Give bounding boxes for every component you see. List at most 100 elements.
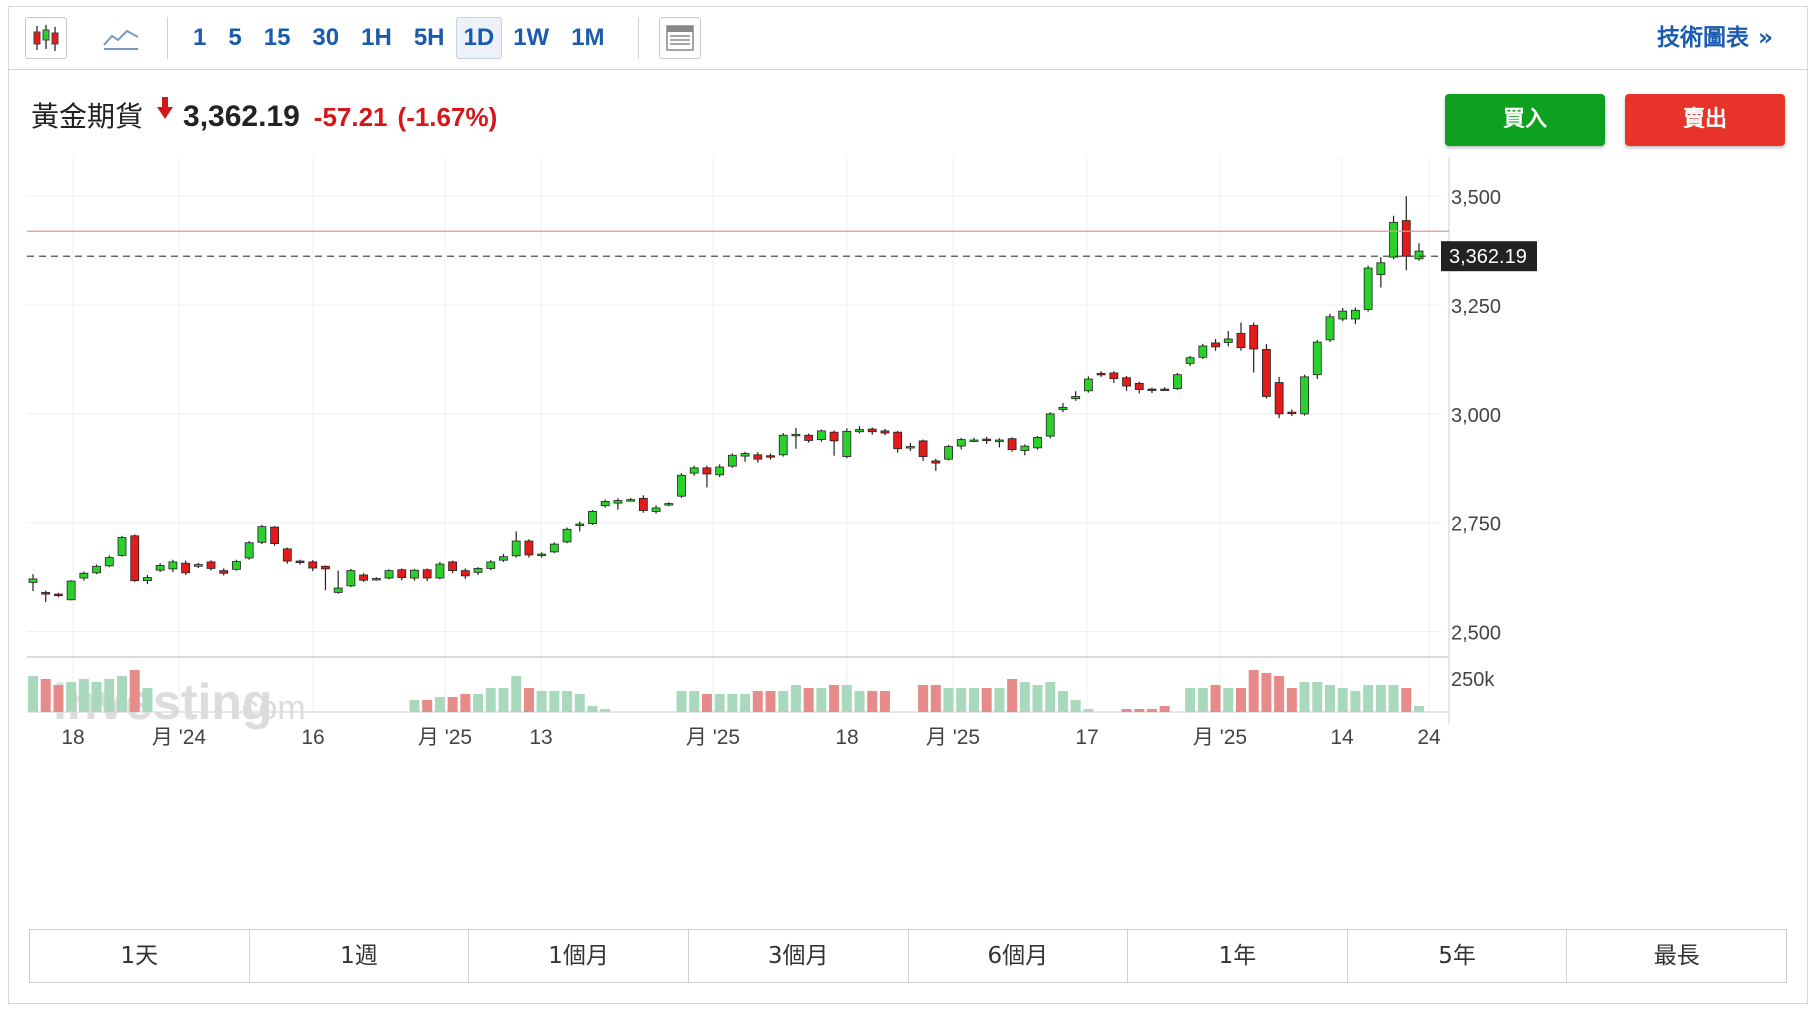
candle-body bbox=[1312, 341, 1322, 376]
candle-body bbox=[1083, 378, 1093, 392]
candle-body bbox=[715, 466, 725, 476]
volume-bar bbox=[587, 706, 598, 712]
range-6m[interactable]: 6個月 bbox=[909, 930, 1129, 982]
candle-body bbox=[41, 591, 51, 595]
candle-body bbox=[944, 446, 953, 460]
range-3m[interactable]: 3個月 bbox=[689, 930, 909, 982]
volume-bar bbox=[78, 679, 89, 712]
watermark-brand: investing bbox=[53, 674, 272, 730]
candle-body bbox=[1300, 376, 1309, 415]
volume-bar bbox=[600, 709, 611, 712]
candle-body bbox=[905, 446, 915, 449]
volume-bar bbox=[765, 691, 776, 712]
x-tick-label: 17 bbox=[1075, 726, 1098, 749]
interval-5[interactable]: 5 bbox=[228, 24, 242, 51]
volume-bar bbox=[930, 685, 941, 712]
x-tick-label: 18 bbox=[61, 726, 84, 749]
candle-body bbox=[1338, 310, 1348, 320]
sell-button[interactable]: 賣出 bbox=[1625, 94, 1785, 146]
technical-chart-link[interactable]: 技術圖表 bbox=[1657, 25, 1749, 51]
volume-bar bbox=[829, 685, 840, 712]
candle-body bbox=[1223, 338, 1233, 343]
volume-bar bbox=[994, 688, 1005, 712]
volume-bar bbox=[1286, 688, 1297, 712]
range-max[interactable]: 最長 bbox=[1653, 943, 1700, 969]
interval-5h[interactable]: 5H bbox=[413, 24, 445, 51]
candle-body bbox=[638, 497, 648, 511]
volume-bar bbox=[1070, 700, 1081, 712]
volume-bar bbox=[1032, 685, 1043, 712]
candle-body bbox=[575, 523, 585, 526]
candle-body bbox=[232, 561, 241, 570]
volume-bar bbox=[1274, 676, 1285, 712]
interval-1h[interactable]: 1H bbox=[361, 24, 392, 51]
volume-bar bbox=[53, 685, 64, 712]
volume-bar bbox=[28, 676, 38, 712]
time-axis: 18 月 '24 16 月 '25 13 月 '25 18 月 '25 17 月 '25 14 24 bbox=[61, 726, 1441, 749]
range-5y[interactable]: 5年 bbox=[1348, 930, 1568, 982]
candle-body bbox=[384, 570, 394, 579]
range-1m[interactable]: 1個月 bbox=[469, 930, 689, 982]
volume-bar bbox=[956, 688, 967, 712]
candle-body bbox=[778, 434, 788, 456]
y-tick-label: 2,500 bbox=[1451, 623, 1501, 645]
candle-body bbox=[1058, 406, 1068, 410]
volume-bar bbox=[91, 682, 102, 712]
price-change: -57.21 bbox=[313, 102, 388, 132]
range-1w[interactable]: 1週 bbox=[250, 930, 470, 982]
candle-body bbox=[1287, 411, 1297, 415]
candle-body bbox=[66, 580, 76, 601]
volume-bar bbox=[1197, 688, 1208, 712]
volume-bar bbox=[1414, 706, 1424, 712]
line-chart-icon[interactable] bbox=[101, 18, 141, 58]
candle-body bbox=[664, 503, 674, 506]
volume-bar bbox=[129, 670, 140, 712]
volume-bar bbox=[918, 685, 929, 712]
volume-bar bbox=[1210, 685, 1221, 712]
interval-30[interactable]: 30 bbox=[312, 24, 340, 51]
x-tick-label: 14 bbox=[1330, 726, 1354, 749]
candlestick-icon[interactable] bbox=[25, 17, 67, 59]
range-1y[interactable]: 1年 bbox=[1128, 930, 1348, 982]
candle-body bbox=[117, 537, 127, 556]
interval-1w[interactable]: 1W bbox=[513, 24, 550, 51]
interval-1[interactable]: 1 bbox=[193, 24, 207, 51]
candle-body bbox=[1122, 377, 1131, 387]
price-chart[interactable]: investing .com 3,500 3,250 3,000 2,750 2,500… bbox=[9, 157, 1809, 877]
volume-bar bbox=[714, 694, 725, 712]
interval-15[interactable]: 15 bbox=[263, 24, 291, 51]
candle-body bbox=[829, 431, 839, 442]
candle-body bbox=[181, 562, 190, 574]
volume-bar bbox=[1083, 709, 1094, 712]
volume-bar bbox=[460, 694, 471, 712]
volume-bar bbox=[790, 685, 801, 712]
candle-body bbox=[410, 569, 419, 579]
interval-1m[interactable]: 1M bbox=[571, 24, 605, 51]
volume-bar bbox=[523, 688, 534, 712]
chevron-right-icon[interactable]: » bbox=[1758, 25, 1773, 51]
x-tick-label: 13 bbox=[529, 726, 552, 749]
layout-icon[interactable] bbox=[658, 17, 701, 59]
interval-1d[interactable]: 1D bbox=[455, 17, 503, 59]
volume-bar bbox=[1363, 685, 1374, 712]
candle-body bbox=[79, 572, 89, 579]
candle-body bbox=[1173, 374, 1182, 390]
candle-body bbox=[1262, 349, 1271, 397]
candle-body bbox=[677, 474, 686, 497]
candle-body bbox=[1401, 220, 1411, 257]
x-tick-label: 16 bbox=[301, 726, 324, 749]
volume-bar bbox=[447, 697, 458, 712]
candle-body bbox=[1389, 221, 1398, 258]
candle-body bbox=[969, 439, 979, 442]
candle-body bbox=[651, 507, 661, 512]
candle-body bbox=[219, 570, 229, 574]
candle-body bbox=[1351, 309, 1360, 320]
time-range-selector: 1天 1週 1個月 3個月 6個月 1年 5年 最長 bbox=[29, 929, 1787, 983]
last-price-tag-label: 3,362.19 bbox=[1449, 246, 1527, 268]
volume-bar bbox=[1248, 670, 1259, 712]
volume-bar bbox=[562, 691, 573, 712]
range-1d[interactable]: 1天 bbox=[30, 930, 250, 982]
buy-button[interactable]: 買入 bbox=[1445, 94, 1605, 146]
investing-watermark: investing .com bbox=[53, 674, 306, 730]
volume-bar bbox=[676, 691, 687, 712]
